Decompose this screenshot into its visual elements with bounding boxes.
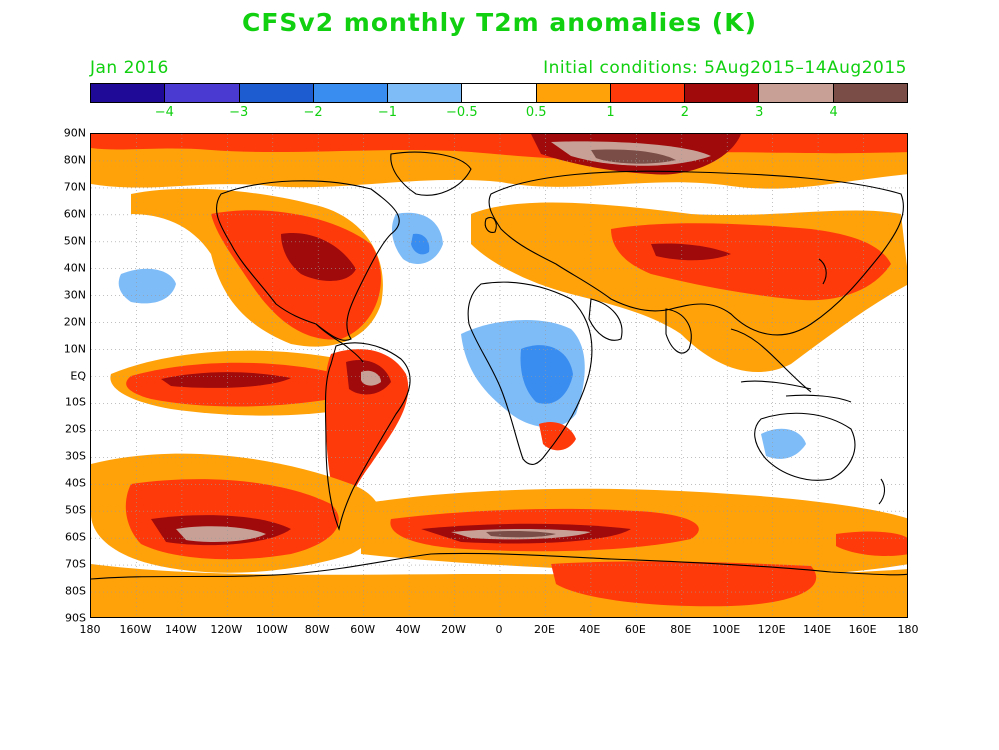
longitude-label: 20E [533, 623, 555, 636]
antarctica-coast [91, 552, 907, 580]
southern-ocean-brown [486, 530, 556, 538]
latitude-label: 30N [63, 288, 86, 302]
longitude-label: 140E [803, 623, 832, 636]
chart-title: CFSv2 monthly T2m anomalies (K) [241, 8, 758, 37]
colorbar-tick-label: −4 [154, 105, 174, 120]
latitude-label: 60S [65, 530, 86, 544]
north-america-red [211, 210, 381, 340]
initial-conditions-label: Initial conditions: 5Aug2015–14Aug2015 [543, 58, 907, 78]
eurasia-coast [488, 170, 904, 336]
longitude-label: 40W [395, 623, 421, 636]
asia-dark-red [651, 243, 731, 261]
australia-coast [754, 412, 856, 481]
anomaly-map [91, 134, 907, 617]
longitude-label: 100W [255, 623, 288, 636]
latitude-label: 60N [63, 207, 86, 221]
longitude-label: 40E [579, 623, 601, 636]
colorbar-tick-label: 1 [606, 105, 615, 120]
longitude-label: 80E [670, 623, 692, 636]
longitude-label: 20W [441, 623, 466, 636]
map-frame [90, 133, 908, 618]
latitude-label: 90S [65, 611, 86, 625]
colorbar-swatch [239, 84, 314, 102]
japan-coast [818, 258, 827, 285]
longitude-label: 120E [757, 623, 786, 636]
latitude-label: 10S [65, 395, 86, 409]
longitude-label: 140W [164, 623, 197, 636]
amazon-pink [361, 370, 381, 386]
valid-month-label: Jan 2016 [90, 58, 169, 78]
el-nino-dark-red [161, 372, 291, 388]
atlantic-mid-cool [520, 345, 573, 404]
latitude-label: 50S [65, 503, 86, 517]
latitude-label: 30S [65, 449, 86, 463]
colorbar-swatch [759, 84, 834, 102]
longitude-label: 180 [897, 623, 919, 636]
greenland-coast [390, 151, 472, 196]
latitude-label: EQ [70, 369, 86, 382]
colorbar-swatch [610, 84, 686, 102]
southeast-asia-coast [730, 328, 812, 393]
latitude-label: 80S [65, 584, 86, 598]
siberia-brown [591, 149, 676, 164]
colorbar-tick-label: −0.5 [446, 105, 478, 120]
north-atlantic-blue [411, 233, 430, 255]
longitude-label: 100E [712, 623, 741, 636]
south-america-warm [325, 349, 409, 524]
colorbar-tick-label: 4 [829, 105, 838, 120]
colorbar-tick-label: 0.5 [525, 105, 547, 120]
longitude-label: 160W [119, 623, 152, 636]
longitude-label: 0 [495, 623, 503, 636]
colorbar-swatch [833, 84, 907, 102]
longitude-label: 180 [79, 623, 101, 636]
colorbar-tick-label: 2 [680, 105, 690, 120]
latitude-label: 40S [65, 476, 86, 490]
longitude-label: 160E [848, 623, 877, 636]
longitude-label: 60E [624, 623, 646, 636]
longitude-label: 80W [304, 623, 330, 636]
north-america-coast [216, 180, 400, 341]
africa-south-warm [539, 421, 576, 451]
new-zealand-coast [878, 478, 886, 505]
anomaly-fields [91, 134, 907, 617]
colorbar-tick-label: −2 [303, 105, 323, 120]
uk-coast [484, 216, 497, 233]
colorbar-tick-label: −3 [229, 105, 249, 120]
latitude-label: 20N [63, 315, 86, 329]
colorbar-swatch [388, 84, 463, 102]
south-america-coast [324, 342, 411, 531]
map-grid [91, 134, 907, 617]
colorbar-tick-label: −1 [377, 105, 398, 120]
latitude-label: 70N [63, 180, 86, 194]
latitude-label: 50N [63, 234, 86, 248]
latitude-label: 40N [63, 261, 86, 275]
latitude-label: 10N [63, 342, 86, 356]
colorbar-swatch [165, 84, 240, 102]
longitude-label: 120W [210, 623, 243, 636]
pacific-cool-patch [118, 268, 176, 304]
colorbar [90, 83, 908, 103]
east-antarctica-dark [836, 531, 907, 556]
eurasia-red [611, 223, 891, 301]
colorbar-swatch [313, 84, 389, 102]
africa-coast [467, 281, 593, 465]
antarctica-red [551, 561, 817, 607]
colorbar-tick-label: 3 [755, 105, 764, 120]
latitude-label: 70S [65, 557, 86, 571]
colorbar-swatch [91, 84, 166, 102]
india-coast [665, 308, 692, 354]
coastlines [91, 151, 907, 580]
australia-cool [761, 428, 806, 459]
latitude-label: 90N [63, 126, 86, 140]
colorbar-swatch [685, 84, 760, 102]
latitude-label: 80N [63, 153, 86, 167]
colorbar-swatch [536, 84, 611, 102]
indonesia-coast [740, 380, 852, 403]
latitude-label: 20S [65, 422, 86, 436]
longitude-label: 60W [350, 623, 376, 636]
central-america-coast [315, 323, 364, 363]
arabia-coast [588, 298, 623, 341]
colorbar-swatch [462, 84, 537, 102]
